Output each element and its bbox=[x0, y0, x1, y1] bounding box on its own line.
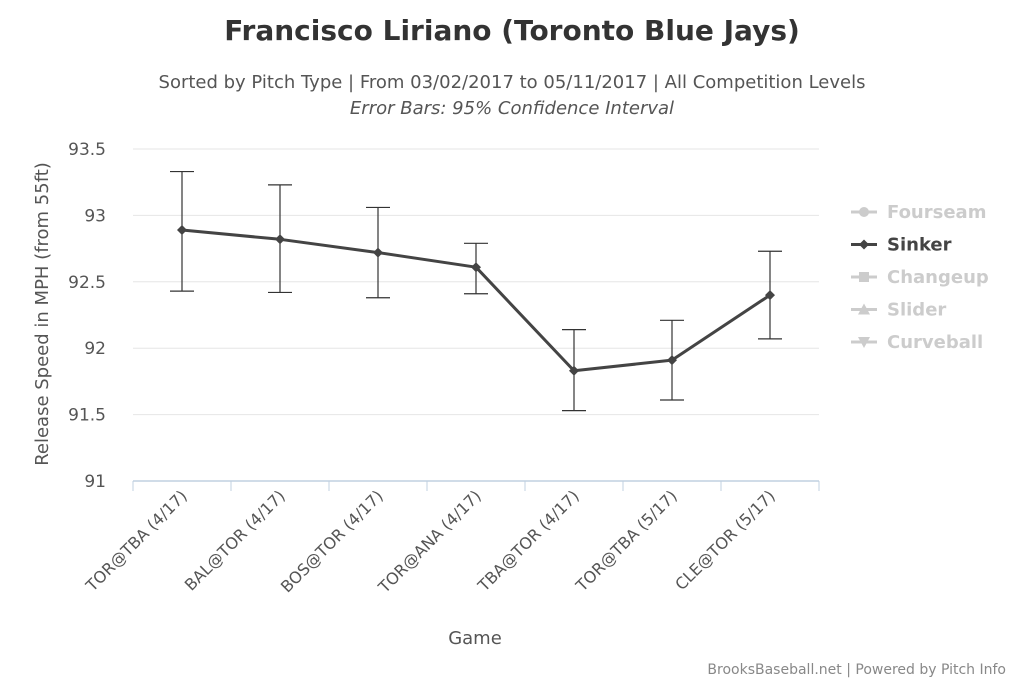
legend-item-sinker[interactable]: Sinker bbox=[851, 235, 952, 256]
chart-subtitle-error-bars: Error Bars: 95% Confidence Interval bbox=[350, 98, 674, 119]
credits[interactable]: BrooksBaseball.net | Powered by Pitch In… bbox=[707, 662, 1006, 678]
data-point[interactable] bbox=[569, 365, 579, 376]
legend-item-fourseam[interactable]: Fourseam bbox=[851, 202, 986, 223]
data-points bbox=[177, 225, 775, 376]
data-point[interactable] bbox=[667, 355, 677, 366]
legend-label: Changeup bbox=[887, 267, 989, 288]
legend-item-changeup[interactable]: Changeup bbox=[851, 267, 989, 288]
data-point[interactable] bbox=[177, 225, 187, 236]
x-tick-label: TOR@ANA (4/17) bbox=[374, 486, 485, 597]
legend-triangle-icon bbox=[858, 303, 870, 315]
legend-label: Sinker bbox=[887, 235, 952, 256]
x-tick-label: CLE@TOR (5/17) bbox=[671, 486, 779, 594]
chart-title: Francisco Liriano (Toronto Blue Jays) bbox=[224, 14, 800, 47]
y-tick-label: 92 bbox=[84, 339, 106, 359]
legend-label: Slider bbox=[887, 300, 946, 321]
legend-circle-icon bbox=[859, 207, 869, 217]
legend-label: Fourseam bbox=[887, 202, 986, 223]
y-tick-label: 93 bbox=[84, 206, 106, 226]
legend-label: Curveball bbox=[887, 332, 983, 353]
legend-diamond-icon bbox=[859, 239, 869, 250]
legend: Fourseam Sinker Changeup Slider Curveball bbox=[851, 202, 989, 353]
y-axis-label: Release Speed in MPH (from 55ft) bbox=[32, 162, 53, 466]
chart-subtitle: Sorted by Pitch Type | From 03/02/2017 t… bbox=[159, 72, 866, 93]
data-point[interactable] bbox=[373, 247, 383, 258]
legend-item-curveball[interactable]: Curveball bbox=[851, 332, 983, 353]
x-axis: TOR@TBA (4/17)BAL@TOR (4/17)BOS@TOR (4/1… bbox=[81, 480, 820, 597]
data-point[interactable] bbox=[765, 290, 775, 301]
x-tick-label: TBA@TOR (4/17) bbox=[473, 486, 582, 595]
x-tick-label: BOS@TOR (4/17) bbox=[277, 486, 387, 596]
y-tick-label: 92.5 bbox=[68, 273, 106, 293]
data-point[interactable] bbox=[275, 234, 285, 245]
legend-triangle-down-icon bbox=[858, 337, 870, 348]
y-tick-label: 91 bbox=[84, 472, 106, 492]
legend-square-icon bbox=[859, 272, 869, 282]
x-axis-label: Game bbox=[448, 628, 502, 649]
y-axis-ticks: 91 91.5 92 92.5 93 93.5 bbox=[68, 140, 106, 492]
x-tick-label: BAL@TOR (4/17) bbox=[181, 486, 289, 594]
legend-item-slider[interactable]: Slider bbox=[851, 300, 946, 321]
y-tick-label: 91.5 bbox=[68, 406, 106, 426]
error-bars bbox=[170, 170, 782, 412]
x-tick-label: TOR@TBA (5/17) bbox=[571, 486, 680, 595]
data-point[interactable] bbox=[471, 262, 481, 273]
y-tick-label: 93.5 bbox=[68, 140, 106, 160]
x-tick-label: TOR@TBA (4/17) bbox=[81, 486, 190, 595]
